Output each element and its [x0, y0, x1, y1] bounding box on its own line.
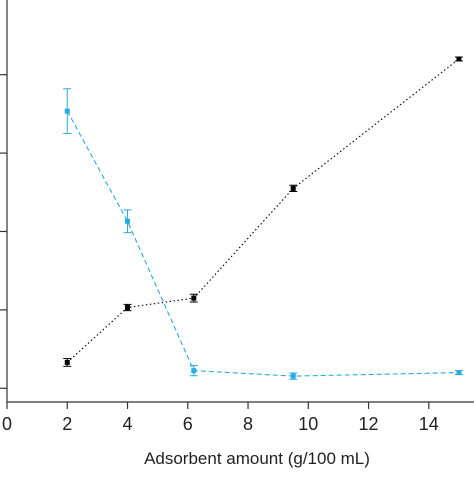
series-1	[63, 88, 463, 380]
x-tick-label-0: 0	[2, 414, 12, 434]
series-0-point-3	[290, 185, 296, 191]
series-1-line	[66, 110, 459, 377]
series-1-point-2	[191, 368, 197, 374]
series-0	[63, 56, 463, 367]
x-tick-label-2: 4	[123, 414, 133, 434]
series-0-line	[66, 58, 460, 363]
x-tick-label-7: 14	[419, 414, 439, 434]
series-0-point-0	[64, 359, 70, 365]
series-1-point-3	[290, 373, 296, 379]
series-layer	[63, 56, 463, 380]
x-tick-label-5: 10	[298, 414, 318, 434]
x-axis-title: Adsorbent amount (g/100 mL)	[144, 449, 370, 468]
series-0-point-1	[125, 305, 131, 311]
x-tick-label-4: 8	[243, 414, 253, 434]
x-tick-label-3: 6	[183, 414, 193, 434]
axes: 0 2 4 6 8 10 12 14	[0, 0, 474, 434]
x-tick-label-1: 2	[62, 414, 72, 434]
series-1-point-4	[456, 370, 462, 376]
series-0-point-4	[456, 56, 462, 62]
series-1-point-0	[64, 108, 70, 114]
series-0-point-2	[191, 295, 197, 301]
x-tick-label-6: 12	[359, 414, 379, 434]
series-1-point-1	[125, 218, 131, 224]
